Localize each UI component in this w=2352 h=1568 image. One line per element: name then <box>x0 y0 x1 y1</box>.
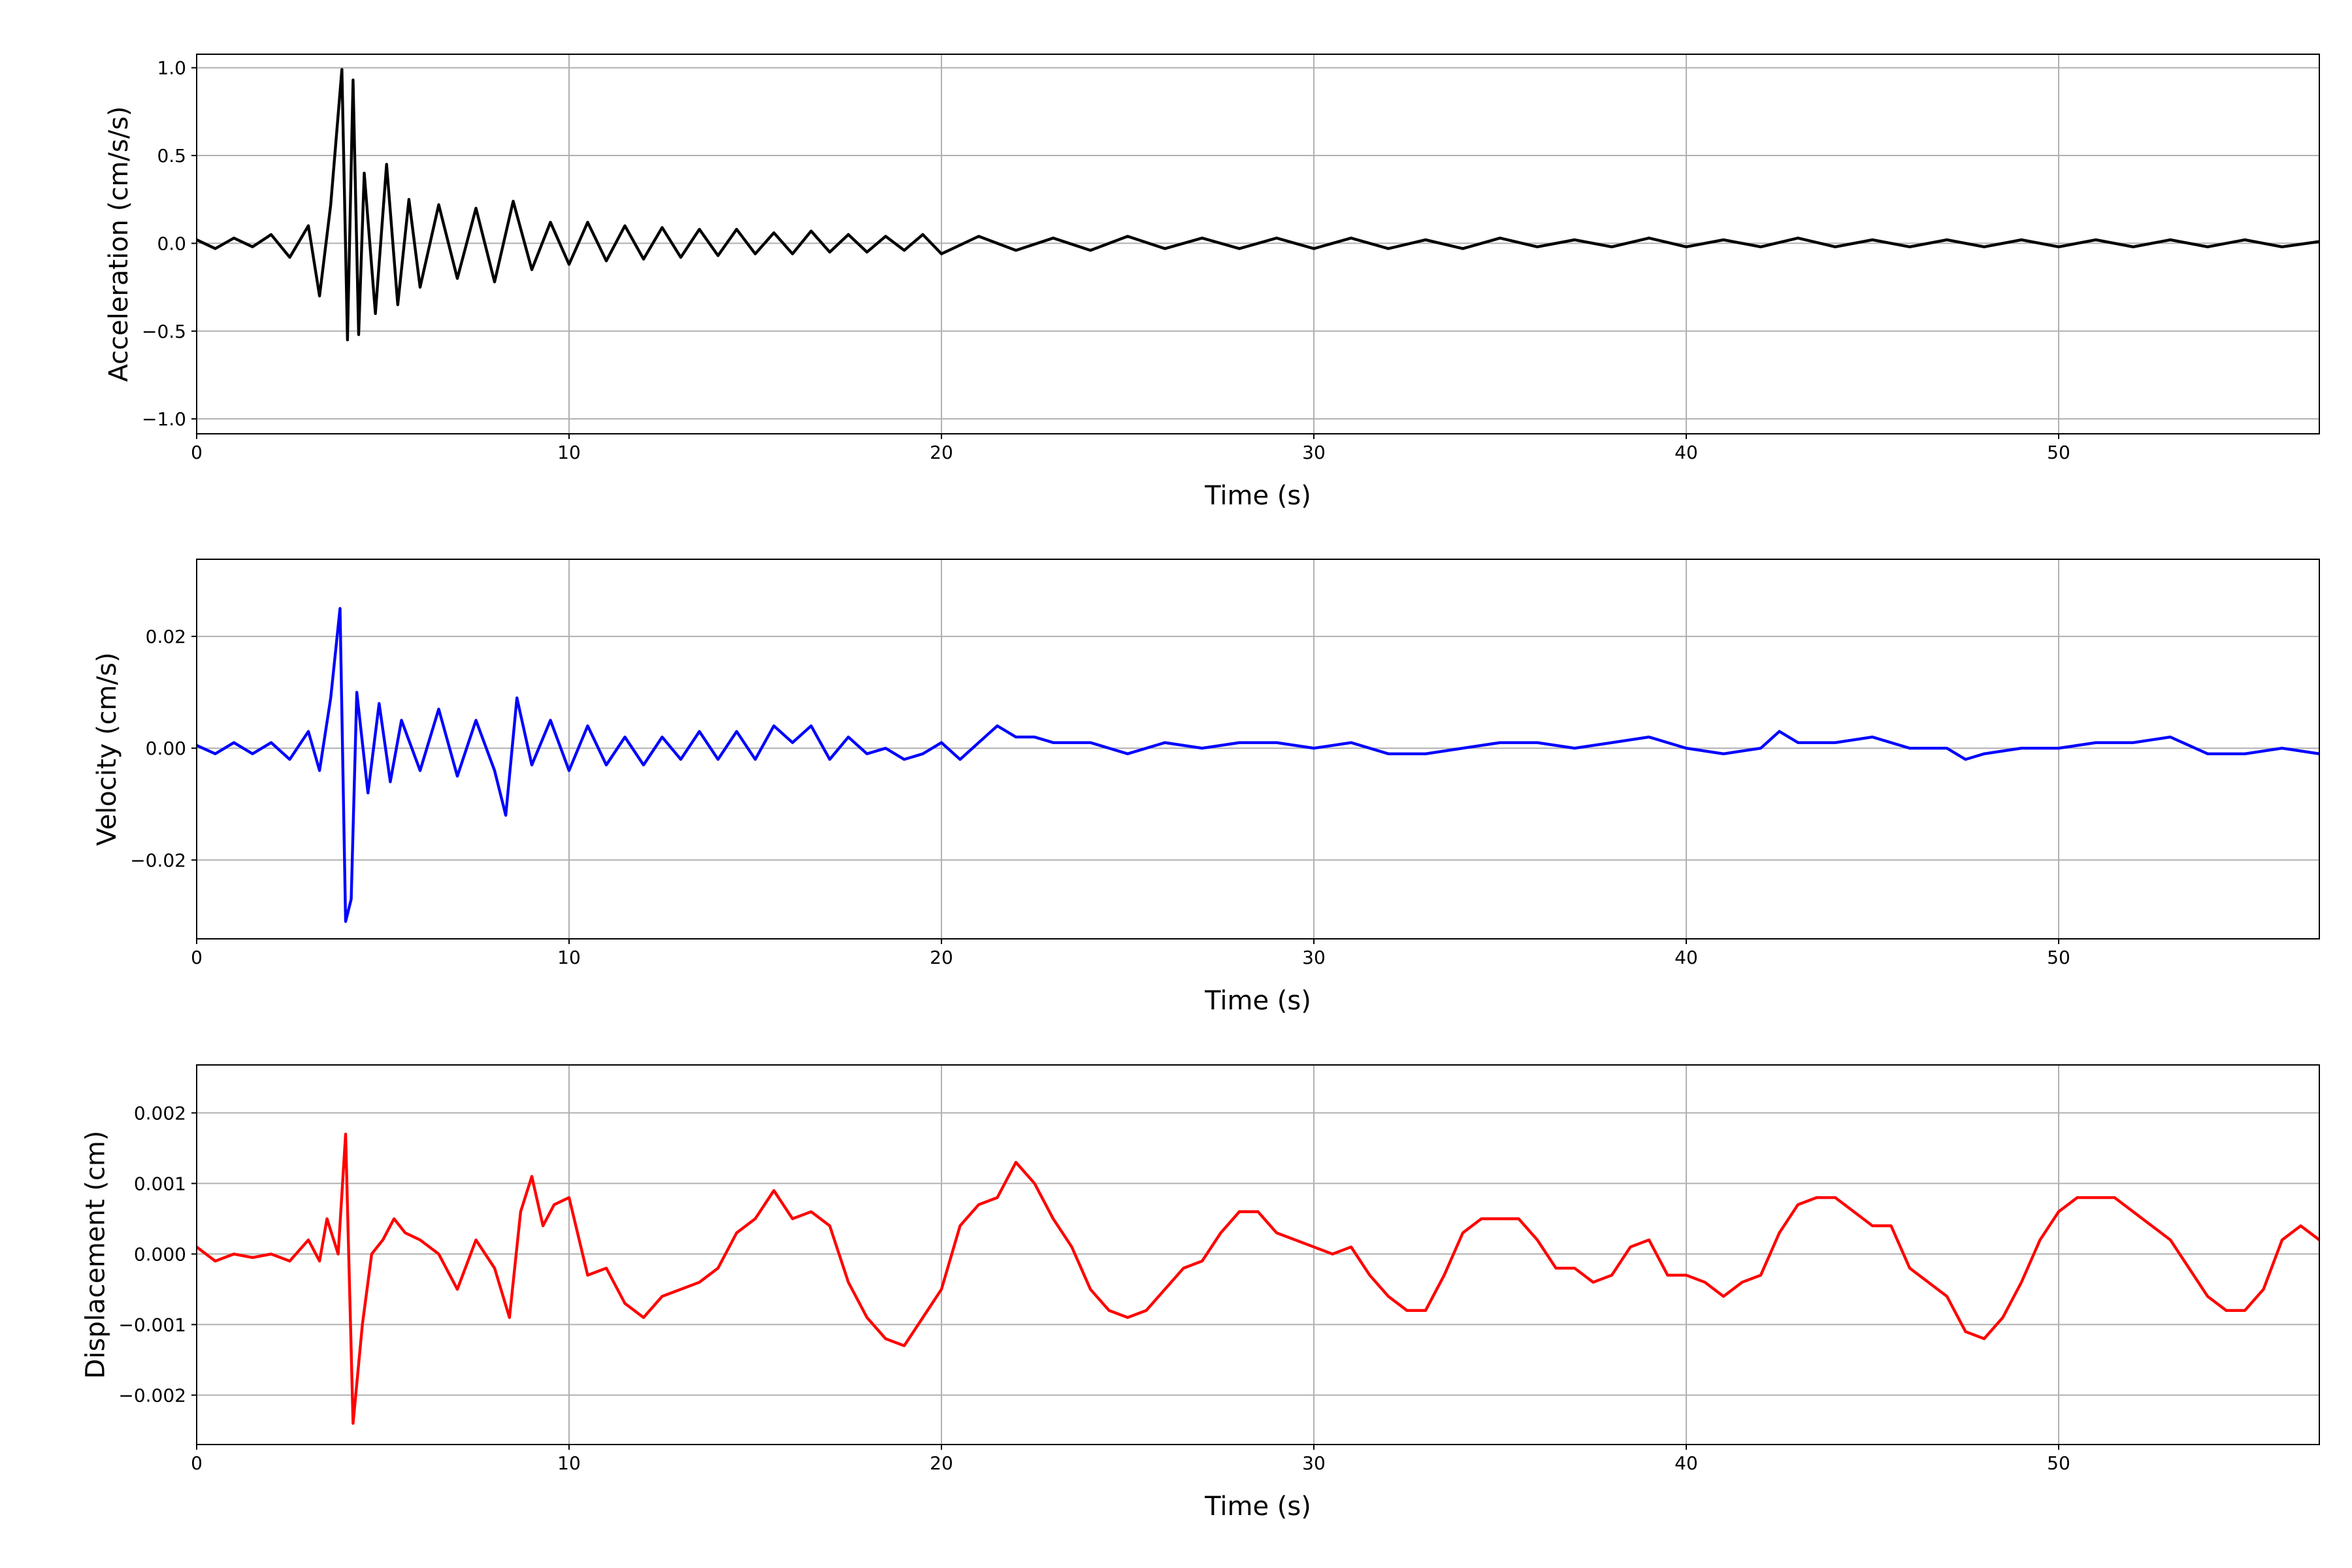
y-tick-label: 0.002 <box>134 1102 186 1124</box>
x-tick-label: 10 <box>557 442 581 463</box>
y-tick-label: −0.5 <box>142 321 186 342</box>
x-tick-label: 10 <box>557 947 581 968</box>
series <box>197 607 2319 923</box>
y-axis-label: Velocity (cm/s) <box>92 652 122 845</box>
plot-area <box>197 1065 2319 1445</box>
subplot: 0 10 20 30 40 50 −1.0 −0.5 0.0 0.5 1.0 Time (s) Acce… <box>104 54 2320 511</box>
x-tick-label: 40 <box>1674 947 1698 968</box>
x-tick-label: 40 <box>1674 442 1698 463</box>
x-tick-label: 20 <box>930 947 953 968</box>
x-tick-label: 10 <box>557 1452 581 1474</box>
x-tick-label: 0 <box>191 442 203 463</box>
x-tick-label: 30 <box>1302 947 1326 968</box>
x-tick-label: 50 <box>2047 947 2070 968</box>
x-tick-label: 0 <box>191 1452 203 1474</box>
x-tick-label: 30 <box>1302 1452 1326 1474</box>
y-tick-label: 1.0 <box>157 57 186 79</box>
y-tick-label: 0.001 <box>134 1173 186 1194</box>
plot-area <box>197 559 2319 939</box>
x-tick-label: 20 <box>930 1452 953 1474</box>
y-axis-label: Acceleration (cm/s/s) <box>104 106 134 382</box>
x-tick-label: 30 <box>1302 442 1326 463</box>
y-tick-label: −0.002 <box>118 1384 186 1406</box>
y-tick-label: 0.02 <box>146 626 186 647</box>
series <box>197 68 2319 342</box>
y-tick-label: 0.0 <box>157 233 186 254</box>
y-tick-label: 0.00 <box>146 738 186 759</box>
x-tick-label: 20 <box>930 442 953 463</box>
data-line <box>197 1132 2319 1425</box>
data-line <box>197 607 2319 923</box>
subplot: 0 10 20 30 40 50 −0.02 0.00 0.02 Time (s) Velocity… <box>92 559 2320 1016</box>
data-line <box>197 68 2319 342</box>
plot-frame <box>196 559 2320 939</box>
x-tick-label: 50 <box>2047 442 2070 463</box>
y-tick-label: 0.5 <box>157 145 186 167</box>
x-axis-label: Time (s) <box>1204 481 1311 511</box>
y-tick-label: 0.000 <box>134 1243 186 1265</box>
y-tick-label: −0.02 <box>130 849 186 871</box>
x-tick-label: 50 <box>2047 1452 2070 1474</box>
y-tick-label: −1.0 <box>142 408 186 430</box>
y-axis-label: Displacement (cm) <box>80 1131 110 1379</box>
x-tick-label: 40 <box>1674 1452 1698 1474</box>
plot-frame <box>196 54 2320 434</box>
x-axis-label: Time (s) <box>1204 986 1311 1016</box>
plot-frame <box>196 1064 2320 1445</box>
y-tick-label: −0.001 <box>118 1314 186 1335</box>
x-axis-label: Time (s) <box>1204 1492 1311 1522</box>
subplot: 0 10 20 30 40 50 −0.002 −0.001 0.000 0.001 0.002 Ti… <box>80 1064 2320 1522</box>
series <box>197 1132 2319 1425</box>
x-tick-label: 0 <box>191 947 203 968</box>
